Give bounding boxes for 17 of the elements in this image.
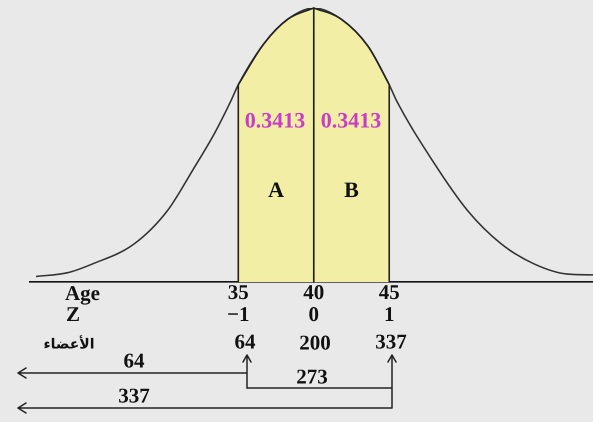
annotation: 0.3413 <box>244 108 306 133</box>
text: 64 <box>124 348 145 372</box>
text: 200 <box>299 330 331 354</box>
text: 64 <box>234 329 256 354</box>
x-tick-label: 35 <box>228 280 249 304</box>
text: 337 <box>118 383 150 408</box>
text: الأعضاء <box>44 334 94 353</box>
x2-tick-label: 0 <box>308 302 320 326</box>
x2-tick-label: −1 <box>227 302 250 326</box>
x2-tick-label: 1 <box>384 302 394 326</box>
x-tick-label: 45 <box>378 280 400 304</box>
series-label: A <box>268 176 284 202</box>
annotation: 0.3413 <box>320 108 382 133</box>
text: 337 <box>375 329 407 354</box>
series-label: B <box>344 176 360 202</box>
text: 273 <box>296 364 328 388</box>
x-tick-label: 40 <box>303 280 324 304</box>
